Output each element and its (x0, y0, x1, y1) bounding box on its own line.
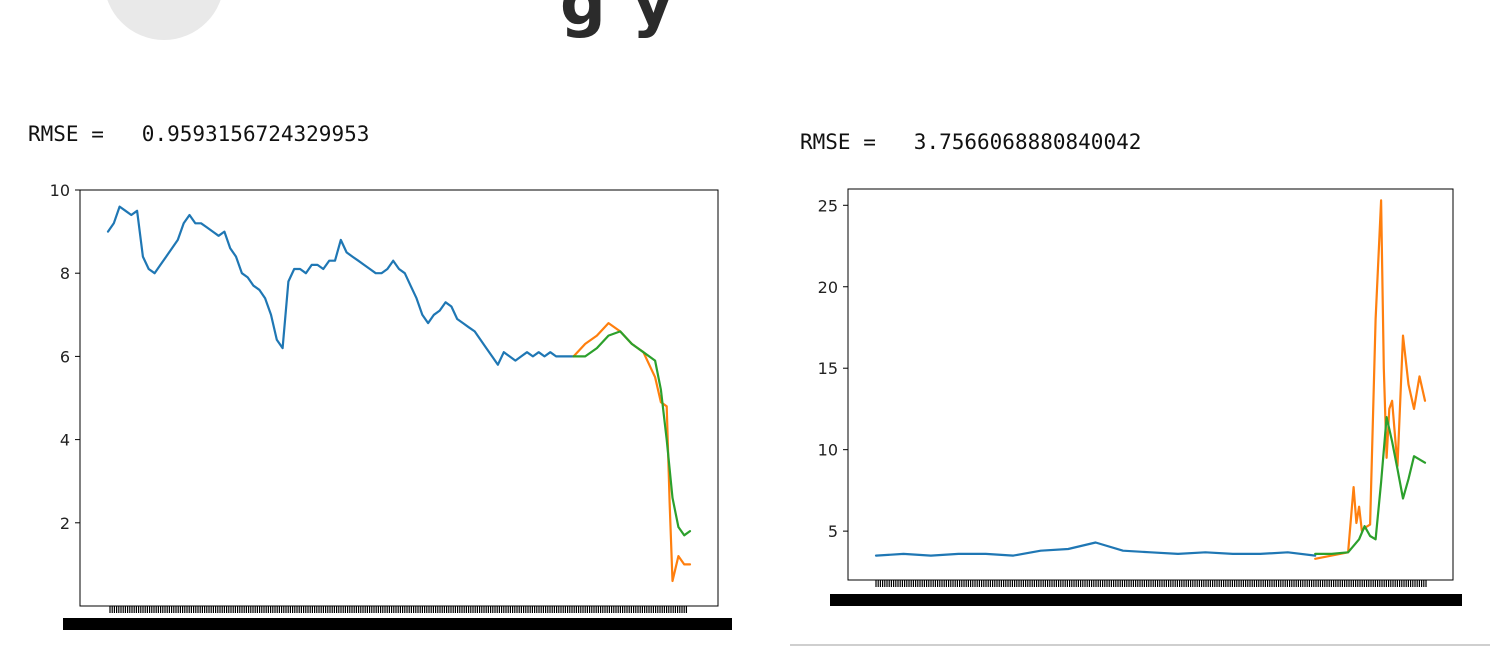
y-tick-label: 10 (818, 441, 838, 460)
predicted-series-line (572, 330, 692, 537)
rmse-label-left: RMSE = 0.9593156724329953 (28, 122, 369, 146)
y-tick-label: 15 (818, 359, 838, 378)
y-tick-label: 5 (828, 522, 838, 541)
rmse-label-text: RMSE = (28, 122, 104, 146)
true-series-line (1314, 199, 1427, 560)
rmse-label-right: RMSE = 3.7566068880840042 (800, 130, 1141, 154)
y-tick-label: 8 (60, 264, 70, 283)
rmse-value: 0.9593156724329953 (141, 122, 370, 146)
predicted-series-line (1314, 416, 1427, 555)
y-tick-label: 6 (60, 347, 70, 366)
x-tick-labels-overlap (63, 618, 732, 630)
actual-series-line (874, 541, 1317, 557)
y-tick-label: 10 (50, 181, 70, 200)
y-tick-label: 25 (818, 196, 838, 215)
bottom-divider (790, 644, 1490, 646)
x-tick-labels-overlap (830, 594, 1462, 606)
actual-series-line (106, 205, 575, 366)
rmse-value: 3.7566068880840042 (913, 130, 1142, 154)
slide-title-fragment: g y (560, 0, 676, 40)
rmse-label-text: RMSE = (800, 130, 876, 154)
plot-frame (847, 188, 1454, 581)
y-tick-label: 2 (60, 514, 70, 533)
y-tick-label: 20 (818, 278, 838, 297)
y-tick-label: 4 (60, 431, 70, 450)
plot-frame (79, 189, 719, 607)
true-series-line (572, 322, 692, 583)
